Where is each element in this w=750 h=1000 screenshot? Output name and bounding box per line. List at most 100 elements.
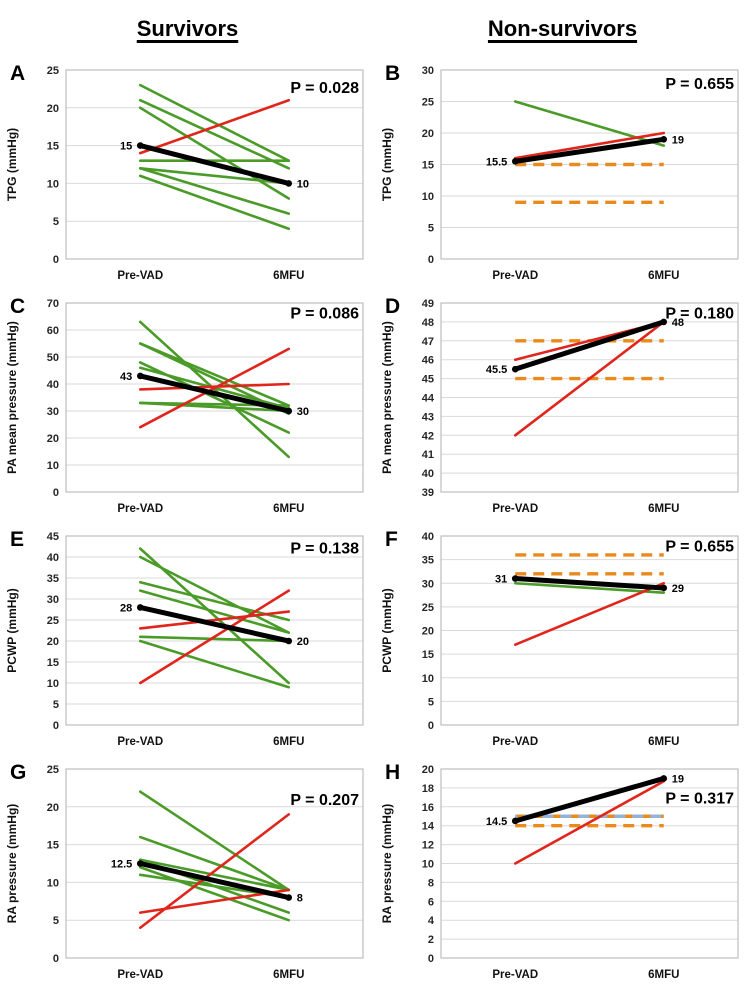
panel-e-pcwp-survivors: E 0 5 10 15 20 25 30 35 40 45 PCWP (mmHg) Pre-VAD 6M… — [0, 524, 375, 757]
plot-border — [440, 768, 739, 959]
x-tick-label: Pre-VAD — [492, 969, 538, 981]
median-value-label: 8 — [297, 893, 303, 905]
x-tick-label: 6MFU — [648, 503, 679, 515]
y-tick-label: 25 — [47, 65, 59, 77]
median-line — [512, 136, 667, 164]
y-tick-label: 20 — [47, 433, 59, 445]
plot-border — [65, 768, 364, 959]
median-value-label: 10 — [297, 178, 309, 190]
x-tick-label: Pre-VAD — [492, 503, 538, 515]
y-tick-label: 10 — [47, 877, 59, 889]
y-tick-label: 42 — [422, 430, 434, 442]
patient-line-green — [138, 858, 291, 892]
median-value-label: 15.5 — [486, 156, 507, 168]
y-tick-label: 10 — [422, 191, 434, 203]
median-value-label: 28 — [120, 602, 132, 614]
patient-line-red — [513, 779, 666, 865]
panel-letter: G — [10, 761, 27, 784]
figure-header: Survivors Non-survivors — [0, 0, 750, 58]
chart-tpg-survivors: 0 5 10 15 20 25 TPG (mmHg) Pre-VAD 6MFU 15 10 P = 0… — [5, 65, 364, 282]
median-point — [660, 136, 668, 143]
median-point — [285, 407, 293, 415]
y-tick-label: 30 — [47, 594, 59, 606]
panel-letter: E — [10, 528, 25, 551]
median-line — [137, 604, 292, 644]
y-tick-label: 5 — [53, 216, 59, 228]
y-tick-label: 2 — [428, 934, 434, 946]
survivors-column-header: Survivors — [0, 16, 375, 42]
p-value-label: P = 0.655 — [665, 538, 734, 555]
y-tick-label: 6 — [428, 896, 434, 908]
patient-line-green — [138, 174, 291, 231]
median-value-label: 12.5 — [111, 859, 132, 871]
y-tick-label: 0 — [53, 953, 59, 965]
panel-letter: D — [385, 295, 401, 318]
median-line — [512, 775, 667, 824]
y-tick-label: 60 — [47, 325, 59, 337]
column-title-non-survivors: Non-survivors — [487, 16, 638, 41]
chart-tpg-non-survivors: 0 5 10 15 20 25 30 TPG (mmHg) Pre-VAD 6MFU 15.5 19 P… — [380, 65, 739, 282]
y-tick-label: 47 — [422, 336, 434, 348]
y-tick-label: 10 — [47, 178, 59, 190]
y-tick-label: 0 — [53, 487, 59, 499]
patient-line-green — [138, 166, 291, 215]
y-grid: 0 2 4 6 8 10 12 14 16 18 20 — [422, 764, 738, 965]
patient-line-green — [138, 166, 291, 185]
y-tick-label: 0 — [428, 953, 434, 965]
patient-line-green — [138, 555, 291, 634]
median-point — [511, 575, 519, 582]
y-tick-label: 5 — [53, 699, 59, 711]
median-point — [511, 158, 519, 165]
median-value-label: 31 — [495, 574, 507, 586]
y-tick-label: 25 — [422, 602, 434, 614]
plot-border — [440, 302, 739, 493]
y-tick-label: 10 — [47, 460, 59, 472]
y-tick-label: 5 — [428, 223, 434, 235]
y-tick-label: 44 — [422, 393, 435, 405]
panel-g-ra-pressure-survivors: G 0 5 10 15 20 25 RA pressure (mmHg) Pre-VAD 6MF… — [0, 757, 375, 990]
median-point — [285, 180, 293, 187]
x-tick-label: 6MFU — [273, 270, 304, 282]
column-title-survivors: Survivors — [136, 16, 239, 41]
y-tick-label: 50 — [47, 352, 59, 364]
panel-h-ra-pressure-non-survivors: H 0 2 4 6 8 10 12 14 16 18 20 RA pressure (mmHg) Pre… — [375, 757, 750, 990]
y-tick-label: 30 — [47, 406, 59, 418]
y-axis-label: RA pressure (mmHg) — [5, 804, 19, 924]
y-axis-label: TPG (mmHg) — [380, 128, 394, 201]
p-value-label: P = 0.028 — [290, 80, 359, 97]
median-line — [137, 143, 292, 186]
y-tick-label: 39 — [422, 487, 434, 499]
patient-line-green — [138, 835, 291, 892]
y-tick-label: 15 — [47, 840, 59, 852]
median-line — [137, 861, 292, 901]
y-tick-label: 20 — [422, 626, 434, 638]
patient-line-green — [138, 106, 291, 200]
y-axis-label: PA mean pressure (mmHg) — [380, 321, 394, 474]
patient-line-red — [138, 589, 291, 685]
y-tick-label: 45 — [422, 374, 434, 386]
y-tick-label: 46 — [422, 355, 434, 367]
y-tick-label: 45 — [47, 531, 59, 543]
chart-pcwp-survivors: 0 5 10 15 20 25 30 35 40 45 PCWP (mmHg) Pre-VAD 6MFU… — [5, 531, 364, 748]
median-point — [285, 637, 293, 645]
median-value-label: 19 — [672, 134, 684, 146]
y-tick-label: 43 — [422, 411, 434, 423]
patient-line-green — [513, 581, 666, 594]
panel-b-tpg-non-survivors: B 0 5 10 15 20 25 30 TPG (mmHg) Pre-VAD 6MFU 15.5 1… — [375, 58, 750, 291]
y-tick-label: 40 — [47, 552, 59, 564]
y-tick-label: 15 — [422, 649, 434, 661]
x-tick-label: 6MFU — [273, 503, 304, 515]
median-point — [136, 860, 144, 867]
panel-letter: C — [10, 295, 26, 318]
chart-pa-mean-non-survivors: 39 40 41 42 43 44 45 46 47 48 49 PA mean pressure (… — [380, 298, 739, 515]
median-line — [512, 576, 667, 591]
y-tick-label: 8 — [428, 877, 434, 889]
y-grid: 39 40 41 42 43 44 45 46 47 48 49 — [422, 298, 738, 499]
patient-line-red — [513, 320, 666, 437]
y-tick-label: 12 — [422, 840, 434, 852]
y-tick-label: 0 — [53, 720, 59, 732]
y-tick-label: 20 — [47, 103, 59, 115]
median-value-label: 45.5 — [486, 364, 507, 376]
panel-a-tpg-survivors: A 0 5 10 15 20 25 TPG (mmHg) Pre-VAD 6MFU 15 10 P =… — [0, 58, 375, 291]
plot-border — [65, 535, 364, 726]
